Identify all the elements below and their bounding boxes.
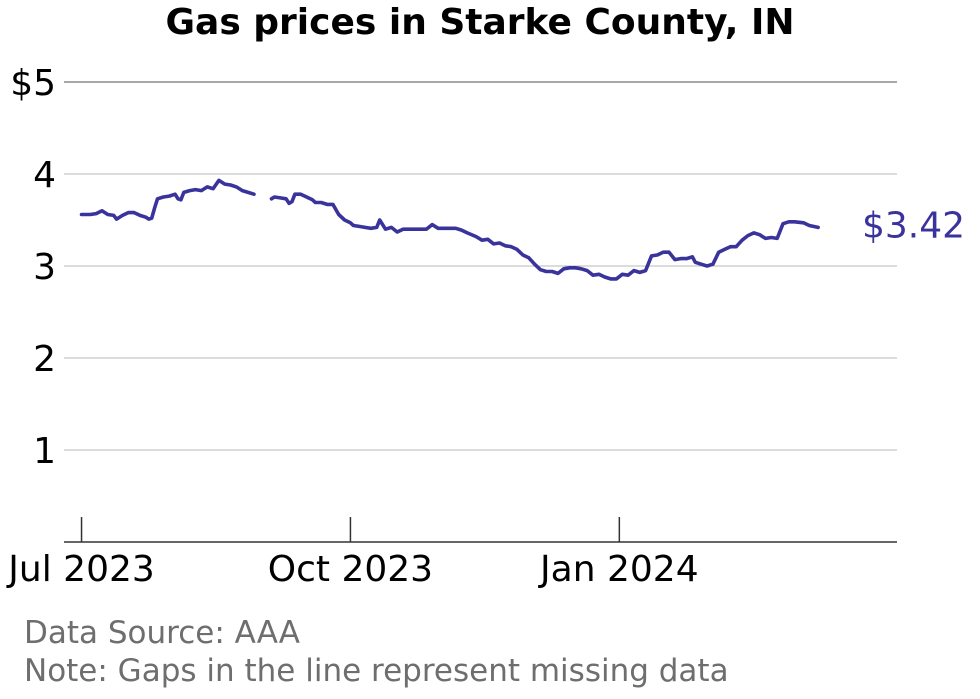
end-value-label: $3.42 <box>862 205 965 246</box>
chart-title: Gas prices in Starke County, IN <box>165 2 795 43</box>
data-source-note: Data Source: AAA <box>24 615 300 651</box>
price-line-segment-2 <box>269 192 820 281</box>
y-axis-labels: 1 2 3 4 $5 <box>10 63 56 472</box>
y-tick-label-2: 2 <box>33 339 56 380</box>
price-line-segment-1 <box>79 178 256 221</box>
x-tick-label-jan-2024: Jan 2024 <box>538 549 699 590</box>
y-tick-label-1: 1 <box>33 431 56 472</box>
gridlines <box>64 81 897 451</box>
y-tick-label-3: 3 <box>33 247 56 288</box>
x-tick-label-oct-2023: Oct 2023 <box>268 549 433 590</box>
x-axis-labels: Jul 2023 Oct 2023 Jan 2024 <box>6 549 698 590</box>
y-tick-label-5: $5 <box>10 63 56 104</box>
missing-data-note: Note: Gaps in the line represent missing… <box>24 653 729 689</box>
x-tick-label-jul-2023: Jul 2023 <box>6 549 155 590</box>
end-value-label-group: $3.42 <box>862 205 965 246</box>
x-axis <box>64 517 897 543</box>
y-tick-label-4: 4 <box>33 155 56 196</box>
price-series <box>79 178 820 281</box>
